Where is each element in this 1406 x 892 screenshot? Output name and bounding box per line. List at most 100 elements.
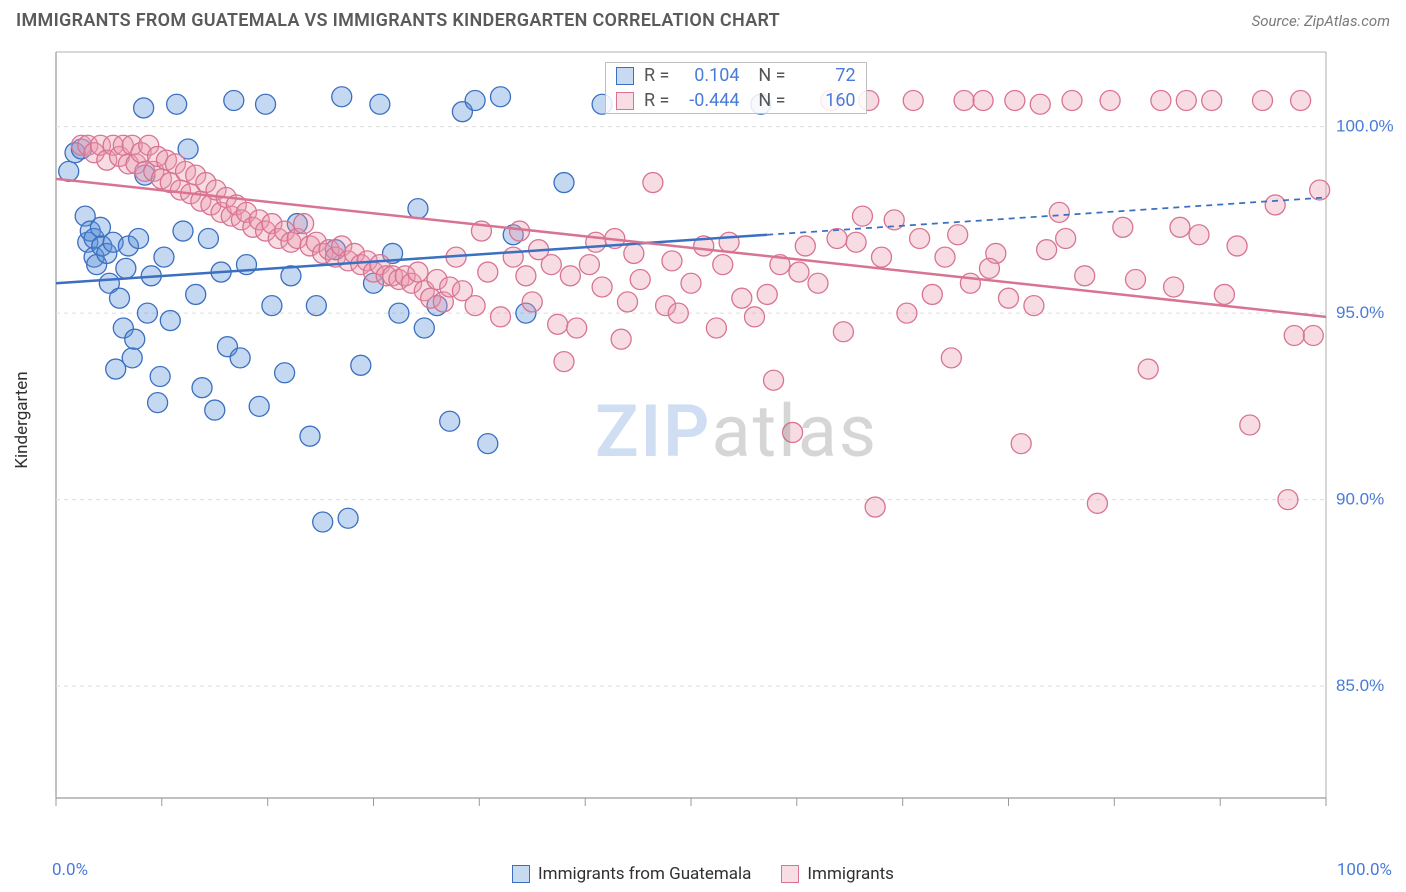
data-point: [1113, 217, 1133, 237]
data-point: [567, 318, 587, 338]
legend-swatch: [616, 67, 634, 85]
data-point: [910, 229, 930, 249]
data-point: [719, 232, 739, 252]
data-point: [795, 236, 815, 256]
legend-r-value: -0.444: [679, 90, 739, 111]
data-point: [897, 303, 917, 323]
trend-line: [56, 179, 1326, 317]
data-point: [579, 255, 599, 275]
data-point: [249, 396, 269, 416]
data-point: [1005, 90, 1025, 110]
legend-n-label: N =: [749, 90, 785, 111]
data-point: [948, 225, 968, 245]
legend-n-label: N =: [749, 65, 785, 86]
legend-r-label: R =: [644, 65, 669, 86]
data-point: [1265, 195, 1285, 215]
data-point: [192, 378, 212, 398]
data-point: [414, 318, 434, 338]
data-point: [865, 497, 885, 517]
data-point: [1214, 284, 1234, 304]
data-point: [757, 284, 777, 304]
legend-item: Immigrants: [781, 864, 894, 884]
data-point: [478, 262, 498, 282]
data-point: [1062, 90, 1082, 110]
data-point: [833, 322, 853, 342]
data-point: [1303, 325, 1323, 345]
data-point: [440, 411, 460, 431]
plot-area: 85.0%90.0%95.0%100.0% ZIPatlas R =0.104 …: [50, 44, 1396, 838]
data-point: [465, 296, 485, 316]
legend-row: R =0.104 N =72: [606, 63, 866, 88]
data-point: [872, 247, 892, 267]
data-point: [1024, 296, 1044, 316]
data-point: [1011, 434, 1031, 454]
data-point: [503, 247, 523, 267]
chart-header: IMMIGRANTS FROM GUATEMALA VS IMMIGRANTS …: [0, 0, 1406, 37]
data-point: [1278, 490, 1298, 510]
legend-label: Immigrants: [807, 864, 894, 884]
data-point: [732, 288, 752, 308]
data-point: [1253, 90, 1273, 110]
data-point: [173, 221, 193, 241]
data-point: [941, 348, 961, 368]
data-point: [999, 288, 1019, 308]
legend-swatch: [512, 865, 530, 883]
data-point: [408, 199, 428, 219]
data-point: [1310, 180, 1330, 200]
data-point: [1164, 277, 1184, 297]
data-point: [313, 512, 333, 532]
data-point: [922, 284, 942, 304]
chart-title: IMMIGRANTS FROM GUATEMALA VS IMMIGRANTS …: [16, 10, 780, 31]
data-point: [1189, 225, 1209, 245]
data-point: [1087, 493, 1107, 513]
source-label: Source: ZipAtlas.com: [1252, 12, 1390, 30]
data-point: [351, 355, 371, 375]
data-point: [516, 266, 536, 286]
legend-r-label: R =: [644, 90, 669, 111]
legend-n-value: 72: [796, 65, 856, 86]
data-point: [110, 288, 130, 308]
data-point: [116, 258, 136, 278]
data-point: [592, 277, 612, 297]
data-point: [205, 400, 225, 420]
data-point: [624, 243, 644, 263]
data-point: [160, 311, 180, 331]
data-point: [808, 273, 828, 293]
data-point: [186, 284, 206, 304]
data-point: [668, 303, 688, 323]
legend-row: R =-0.444 N =160: [606, 88, 866, 113]
data-point: [1126, 270, 1146, 290]
data-point: [954, 90, 974, 110]
data-point: [764, 370, 784, 390]
series-legend: Immigrants from Guatemala Immigrants: [0, 864, 1406, 884]
data-point: [884, 210, 904, 230]
data-point: [198, 229, 218, 249]
data-point: [611, 329, 631, 349]
data-point: [618, 292, 638, 312]
data-point: [852, 206, 872, 226]
data-point: [1202, 90, 1222, 110]
y-axis-label: Kindergarten: [12, 371, 32, 468]
data-point: [643, 173, 663, 193]
data-point: [150, 367, 170, 387]
data-point: [1056, 229, 1076, 249]
correlation-legend: R =0.104 N =72R =-0.444 N =160: [605, 62, 867, 114]
data-point: [548, 314, 568, 334]
data-point: [137, 303, 157, 323]
legend-swatch: [616, 92, 634, 110]
data-point: [1176, 90, 1196, 110]
data-point: [541, 255, 561, 275]
data-point: [973, 90, 993, 110]
data-point: [1037, 240, 1057, 260]
data-point: [465, 90, 485, 110]
data-point: [148, 393, 168, 413]
data-point: [827, 229, 847, 249]
data-point: [789, 262, 809, 282]
data-point: [706, 318, 726, 338]
legend-label: Immigrants from Guatemala: [538, 864, 751, 884]
data-point: [1049, 202, 1069, 222]
data-point: [154, 247, 174, 267]
data-point: [224, 90, 244, 110]
data-point: [306, 296, 326, 316]
data-point: [294, 214, 314, 234]
